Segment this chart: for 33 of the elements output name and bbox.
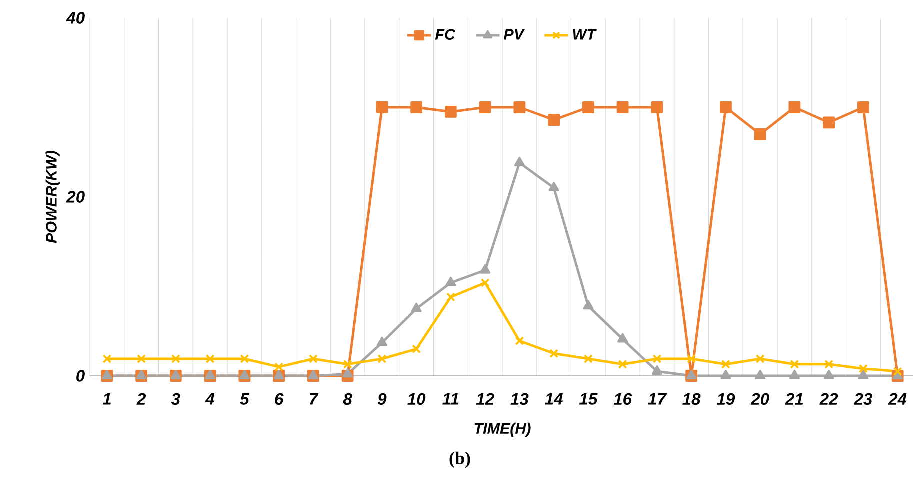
x-tick-label: 24 [888, 393, 907, 405]
legend-label: FC [435, 29, 456, 40]
legend-label: PV [504, 29, 526, 40]
legend-label: WT [573, 29, 597, 40]
x-tick-label: 8 [343, 393, 352, 406]
x-tick-label: 21 [785, 393, 804, 405]
x-tick-label: 13 [510, 393, 529, 406]
x-tick-label: 3 [171, 393, 180, 406]
text: (b) [450, 452, 470, 468]
x-tick-label: 2 [136, 393, 146, 405]
x-tick-label: 11 [442, 393, 459, 405]
x-tick-label: 12 [476, 393, 494, 405]
x-tick-label: 7 [310, 393, 319, 405]
y-tick-label: 40 [66, 12, 85, 24]
x-tick-label: 19 [716, 393, 736, 406]
x-tick-label: 15 [579, 393, 598, 405]
y-axis-title: POWER(KW) [46, 150, 60, 244]
x-tick-label: 1 [102, 393, 111, 405]
x-tick-label: 17 [648, 393, 668, 405]
x-tick-label: 9 [378, 393, 387, 406]
x-tick-label: 14 [545, 393, 564, 405]
x-tick-label: 23 [854, 393, 872, 406]
y-tick-label: 20 [66, 191, 85, 203]
y-tick-label: 0 [76, 370, 85, 382]
x-tick-label: 4 [205, 393, 215, 405]
x-tick-label: 6 [275, 393, 284, 406]
x-tick-label: 20 [750, 393, 770, 406]
x-tick-label: 22 [820, 393, 838, 405]
x-tick-label: 16 [614, 393, 632, 406]
x-tick-label: 10 [408, 393, 426, 406]
x-tick-label: 18 [682, 393, 701, 406]
x-tick-label: 5 [240, 393, 250, 405]
x-axis-title: TIME(H) [474, 422, 531, 438]
